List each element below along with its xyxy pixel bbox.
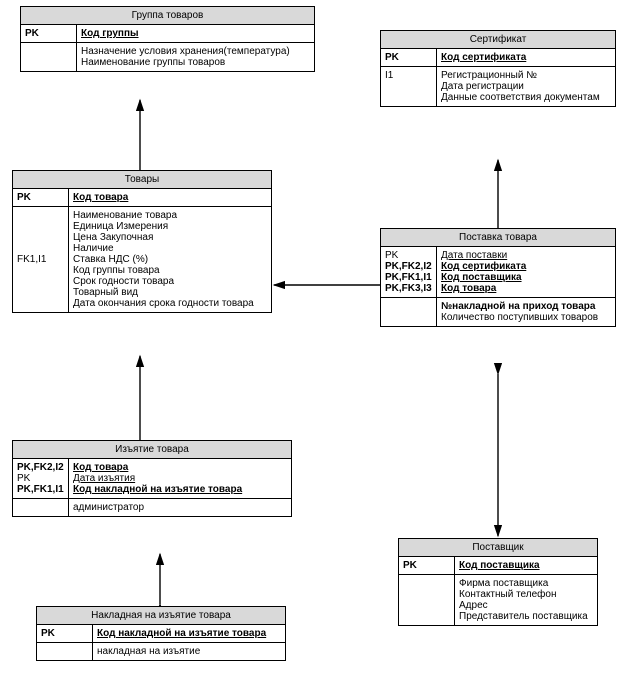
- attr-text: Фирма поставщика: [459, 578, 593, 589]
- key-column: PK: [381, 49, 437, 66]
- attr-text: Контактный телефон: [459, 589, 593, 600]
- entity-withdraw: Изъятие товараPK,FK2,I2PKPK,FK1,I1Код то…: [12, 440, 292, 517]
- entity-supplier: ПоставщикPK Код поставщика Фирма поставщик…: [398, 538, 598, 626]
- attr-text: №накладной на приход товара: [441, 301, 611, 312]
- attr-text: Цена Закупочная: [73, 232, 267, 243]
- attr-text: Код накладной на изъятие товара: [97, 628, 281, 639]
- entity-row: PK,FK2,I2PKPK,FK1,I1Код товараДата изъят…: [13, 459, 291, 499]
- attr-text: Дата изъятия: [73, 473, 287, 484]
- entity-row: PK Код сертификата: [381, 49, 615, 67]
- entity-cert: СертификатPKКод сертификатаI1Регистрацио…: [380, 30, 616, 107]
- attr-text: администратор: [73, 502, 287, 513]
- attr-text: Код товара: [441, 283, 611, 294]
- value-column: накладная на изъятие: [93, 643, 285, 660]
- attr-text: Наименование группы товаров: [81, 57, 310, 68]
- entity-title: Изъятие товара: [13, 441, 291, 459]
- entity-title: Сертификат: [381, 31, 615, 49]
- entity-row: PK Код группы: [21, 25, 314, 43]
- value-column: Код сертификата: [437, 49, 615, 66]
- entity-supply: Поставка товараPKPK,FK2,I2PK,FK1,I1PK,FK…: [380, 228, 616, 327]
- attr-text: Дата окончания срока годности товара: [73, 298, 267, 309]
- attr-text: Дата регистрации: [441, 81, 611, 92]
- value-column: Регистрационный №Дата регистрацииДанные …: [437, 67, 615, 106]
- entity-row: PK Код поставщика: [399, 557, 597, 575]
- value-column: Назначение условия хранения(температура)…: [77, 43, 314, 71]
- attr-text: Адрес: [459, 600, 593, 611]
- entity-title: Группа товаров: [21, 7, 314, 25]
- attr-text: Дата поставки: [441, 250, 611, 261]
- value-column: администратор: [69, 499, 291, 516]
- attr-text: Срок годности товара: [73, 276, 267, 287]
- attr-text: Наименование товара: [73, 210, 267, 221]
- entity-row: I1Регистрационный №Дата регистрацииДанны…: [381, 67, 615, 106]
- attr-text: Код товара: [73, 192, 267, 203]
- value-column: Фирма поставщикаКонтактный телефонАдресП…: [455, 575, 597, 625]
- attr-text: Товарный вид: [73, 287, 267, 298]
- key-column: PK: [37, 625, 93, 642]
- key-column: [381, 298, 437, 326]
- attr-text: Представитель поставщика: [459, 611, 593, 622]
- entity-title: Товары: [13, 171, 271, 189]
- attr-text: Регистрационный №: [441, 70, 611, 81]
- key-column: PK: [399, 557, 455, 574]
- attr-text: Количество поступивших товаров: [441, 312, 611, 323]
- key-column: [399, 575, 455, 625]
- entity-row: Фирма поставщикаКонтактный телефонАдресП…: [399, 575, 597, 625]
- entity-title: Накладная на изъятие товара: [37, 607, 285, 625]
- value-column: Код группы: [77, 25, 314, 42]
- entity-row: накладная на изъятие: [37, 643, 285, 660]
- value-column: Код товараДата изъятияКод накладной на и…: [69, 459, 291, 498]
- key-column: PKPK,FK2,I2PK,FK1,I1PK,FK3,I3: [381, 247, 437, 297]
- value-column: Код товара: [69, 189, 271, 206]
- key-column: [13, 499, 69, 516]
- attr-text: Назначение условия хранения(температура): [81, 46, 310, 57]
- attr-text: Код группы товара: [73, 265, 267, 276]
- attr-text: Код сертификата: [441, 261, 611, 272]
- attr-text: Единица Измерения: [73, 221, 267, 232]
- attr-text: Данные соответствия документам: [441, 92, 611, 103]
- entity-title: Поставщик: [399, 539, 597, 557]
- entity-row: PK Код накладной на изъятие товара: [37, 625, 285, 643]
- value-column: Код поставщика: [455, 557, 597, 574]
- key-column: I1: [381, 67, 437, 106]
- key-column: FK1,I1: [13, 207, 69, 312]
- value-column: Наименование товараЕдиница ИзмеренияЦена…: [69, 207, 271, 312]
- attr-text: Ставка НДС (%): [73, 254, 267, 265]
- entity-row: PKPK,FK2,I2PK,FK1,I1PK,FK3,I3Дата постав…: [381, 247, 615, 298]
- attr-text: Код поставщика: [459, 560, 593, 571]
- key-column: PK,FK2,I2PKPK,FK1,I1: [13, 459, 69, 498]
- key-column: [37, 643, 93, 660]
- value-column: Код накладной на изъятие товара: [93, 625, 285, 642]
- attr-text: Код группы: [81, 28, 310, 39]
- attr-text: Код товара: [73, 462, 287, 473]
- entity-row: FK1,I1Наименование товараЕдиница Измерен…: [13, 207, 271, 312]
- value-column: Дата поставкиКод сертификатаКод поставщи…: [437, 247, 615, 297]
- entity-goods: ТоварыPKКод товара FK1,I1Наименование то…: [12, 170, 272, 313]
- entity-invoice: Накладная на изъятие товараPK Код накладн…: [36, 606, 286, 661]
- entity-row: Назначение условия хранения(температура)…: [21, 43, 314, 71]
- key-column: PK: [13, 189, 69, 206]
- key-column: PK: [21, 25, 77, 42]
- attr-text: Код накладной на изъятие товара: [73, 484, 287, 495]
- key-column: [21, 43, 77, 71]
- value-column: №накладной на приход товараКоличество по…: [437, 298, 615, 326]
- entity-row: №накладной на приход товараКоличество по…: [381, 298, 615, 326]
- entity-row: администратор: [13, 499, 291, 516]
- entity-row: PK Код товара: [13, 189, 271, 207]
- attr-text: Код поставщика: [441, 272, 611, 283]
- entity-group: Группа товаровPK Код группы Назначение усл…: [20, 6, 315, 72]
- attr-text: накладная на изъятие: [97, 646, 281, 657]
- entity-title: Поставка товара: [381, 229, 615, 247]
- attr-text: Наличие: [73, 243, 267, 254]
- attr-text: Код сертификата: [441, 52, 611, 63]
